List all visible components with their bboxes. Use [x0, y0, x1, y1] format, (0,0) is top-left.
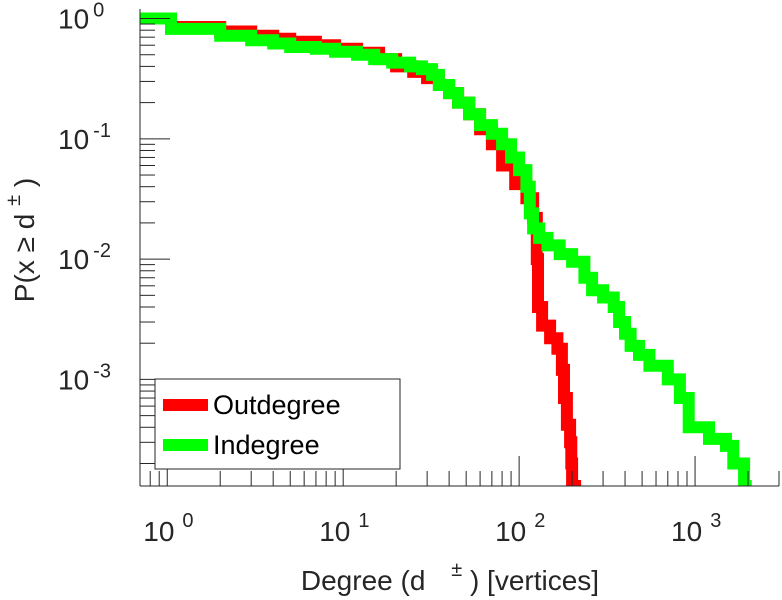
legend: Outdegree Indegree [154, 378, 401, 470]
y-axis-label: P(x ≥ d ± ) [0, 178, 40, 302]
y-tick-label: 10 -2 [58, 240, 111, 275]
legend-box [154, 378, 401, 470]
y-tick-label: 10 0 [58, 0, 104, 35]
legend-label-outdegree: Outdegree [213, 390, 341, 420]
y-axis-label-sup: ± [3, 195, 25, 206]
x-axis-label: Degree (d ± ) [vertices] [301, 551, 599, 596]
legend-label-indegree: Indegree [213, 430, 320, 460]
series-layer [140, 12, 752, 486]
y-axis-label-tail: ) [9, 178, 40, 187]
series-line-indegree [140, 12, 752, 486]
x-tick-label: 10 1 [319, 510, 369, 547]
x-tick-label: 10 3 [671, 510, 721, 547]
x-axis-label-main: Degree (d [301, 565, 426, 596]
x-axis-label-tail: ) [vertices] [470, 565, 599, 596]
x-axis-label-sup: ± [451, 559, 462, 581]
x-tick-label: 10 2 [495, 510, 545, 547]
y-axis-label-main: P(x ≥ d [9, 214, 40, 303]
tick-labels: 10 0 10 -1 10 -2 10 -3 10 0 10 1 10 2 10 3 [58, 0, 721, 547]
y-tick-label: 10 -3 [58, 360, 111, 395]
x-tick-label: 10 0 [143, 510, 193, 547]
y-tick-label: 10 -1 [58, 120, 111, 155]
